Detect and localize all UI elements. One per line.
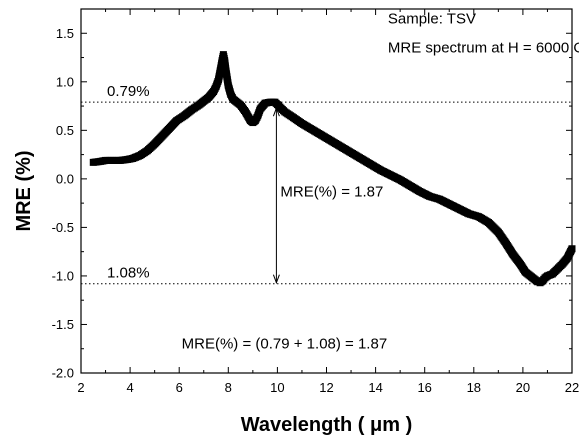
y-tick-label: -0.5	[52, 220, 74, 235]
x-axis-title: Wavelength ( μm )	[241, 414, 413, 436]
x-axis: 2 4 6 8 10 12 14 16 18 20 22	[77, 9, 579, 395]
y-tick-label: 0.5	[56, 123, 74, 138]
reference-label: 0.79%	[107, 83, 150, 100]
x-tick-label: 8	[225, 380, 232, 395]
y-tick-label: 1.0	[56, 74, 74, 89]
reference-lines: 0.79% 1.08%	[81, 83, 572, 285]
annotation-text: MRE spectrum at H = 6000 Oe	[388, 40, 579, 57]
reference-label: 1.08%	[107, 265, 150, 282]
annotation-text: MRE(%) = (0.79 + 1.08) = 1.87	[182, 336, 388, 353]
y-axis-title: MRE (%)	[13, 150, 35, 231]
series-marker-fill	[532, 277, 540, 285]
series-layer	[89, 51, 576, 287]
x-tick-label: 4	[126, 380, 133, 395]
arrow-label: MRE(%) = 1.87	[280, 183, 383, 200]
annotation-text: Sample: TSV	[388, 11, 476, 28]
y-tick-label: -2.0	[52, 366, 74, 381]
x-tick-label: 14	[368, 380, 382, 395]
x-tick-label: 22	[565, 380, 579, 395]
y-tick-label: -1.0	[52, 268, 74, 283]
x-tick-label: 16	[417, 380, 431, 395]
x-tick-label: 12	[319, 380, 333, 395]
annotations: Sample: TSV MRE spectrum at H = 6000 Oe MR…	[182, 11, 579, 353]
x-tick-label: 20	[516, 380, 530, 395]
arrow-head-up	[272, 106, 280, 117]
x-tick-label: 18	[467, 380, 481, 395]
y-axis: -2.0 -1.5 -1.0 -0.5 0.0 0.5 1.0 1.5	[52, 8, 572, 381]
series-marker-fill	[567, 246, 575, 254]
y-tick-label: -1.5	[52, 317, 74, 332]
x-tick-label: 2	[77, 380, 84, 395]
y-tick-label: 1.5	[56, 26, 74, 41]
arrow-head-down	[272, 274, 280, 285]
series-marker-fill	[220, 55, 228, 63]
x-tick-label: 10	[270, 380, 284, 395]
x-tick-label: 6	[176, 380, 183, 395]
series-marker-fill	[107, 156, 115, 164]
y-tick-label: 0.0	[56, 171, 74, 186]
series-marker-fill	[114, 156, 122, 164]
arrow-layer: MRE(%) = 1.87	[272, 106, 383, 285]
